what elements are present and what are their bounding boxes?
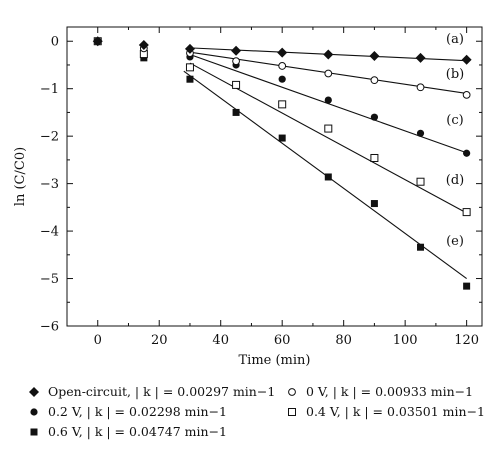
curve-label: (a) (446, 32, 464, 47)
data-point-series-1 (138, 40, 149, 51)
y-tick-label: −6 (40, 320, 59, 335)
x-tick-label: 0 (94, 333, 102, 348)
y-tick-label: −4 (40, 225, 59, 240)
curve-labels: (a) (b) (c) (d) (e) (446, 32, 464, 249)
legend-marker (30, 407, 38, 416)
data-point-series-5 (232, 108, 240, 116)
data-point-series-1 (184, 43, 195, 54)
legend-label: 0.2 V, | k | = 0.02298 min−1 (48, 404, 227, 419)
data-point-series-4 (324, 124, 333, 133)
legend: Open-circuit, | k | = 0.00297 min−1 0 V, … (28, 384, 498, 464)
data-point-series-5 (186, 75, 194, 83)
data-point-series-2 (416, 83, 425, 92)
data-point-series-4 (278, 100, 287, 109)
x-tick-label: 40 (212, 333, 229, 348)
data-point-series-1 (92, 36, 103, 47)
data-point-series-5 (417, 243, 425, 251)
legend-label: Open-circuit, | k | = 0.00297 min−1 (48, 384, 276, 399)
data-point-series-1 (415, 52, 426, 63)
data-point-series-3 (324, 96, 332, 104)
legend-marker (288, 407, 296, 416)
legend-marker-icon (288, 407, 296, 416)
data-point-series-2 (278, 62, 287, 70)
legend-marker (288, 387, 296, 396)
legend-marker (30, 428, 38, 435)
legend-marker-icon (288, 387, 296, 396)
axis-ticks: 0 20 40 60 80 100 120 0 −1 −2 −3 −4 −5 −6 (40, 27, 482, 348)
plot-border (66, 26, 483, 327)
data-point-series-1 (369, 50, 380, 61)
data-point-series-2 (462, 90, 471, 99)
data-point-series-4 (462, 208, 471, 217)
y-tick-label: 0 (51, 35, 59, 50)
data-point-series-4 (416, 177, 425, 186)
legend-item: 0 V, | k | = 0.00933 min−1 (286, 384, 473, 399)
curve-label: (c) (446, 113, 463, 128)
data-point-series-3 (278, 75, 286, 83)
data-point-series-2 (232, 57, 240, 66)
curve-label: (b) (446, 67, 464, 82)
legend-label: 0 V, | k | = 0.00933 min−1 (306, 384, 474, 399)
data-point-series-1 (277, 47, 288, 58)
data-point-series-3 (370, 113, 379, 121)
x-tick-label: 80 (335, 333, 352, 348)
y-tick-label: −5 (40, 272, 59, 287)
data-points (92, 36, 472, 290)
plot-frame (66, 26, 483, 327)
y-tick-label: −1 (40, 82, 59, 97)
data-point-series-2 (370, 76, 379, 85)
chart: 0 20 40 60 80 100 120 0 −1 −2 −3 −4 −5 −6 (a) (b) (c) (d… (13, 26, 483, 368)
data-point-series-4 (370, 153, 379, 162)
y-tick-label: −2 (40, 130, 59, 145)
x-tick-label: 100 (393, 333, 418, 348)
curve-label: (d) (446, 173, 464, 188)
data-point-series-5 (370, 200, 378, 208)
legend-marker-icon (30, 407, 38, 416)
fit-lines (183, 47, 467, 279)
legend-item: Open-circuit, | k | = 0.00297 min−1 (28, 384, 275, 399)
curve-label: (e) (446, 234, 464, 249)
data-point-series-2 (324, 69, 333, 78)
data-point-series-1 (323, 49, 334, 60)
legend-marker (29, 386, 39, 397)
legend-label: 0.4 V, | k | = 0.03501 min−1 (306, 404, 485, 419)
legend-marker-icon (29, 386, 39, 397)
legend-item: 0.2 V, | k | = 0.02298 min−1 (28, 404, 227, 419)
data-point-series-1 (231, 45, 242, 56)
y-axis-title: ln (C/C0) (13, 147, 28, 206)
x-tick-label: 20 (151, 333, 168, 348)
legend-item: 0.4 V, | k | = 0.03501 min−1 (286, 404, 485, 419)
data-point-series-4 (185, 63, 194, 72)
data-point-series-5 (324, 173, 332, 181)
legend-label: 0.6 V, | k | = 0.04747 min−1 (48, 424, 227, 439)
y-tick-label: −3 (40, 177, 59, 192)
data-point-series-5 (463, 282, 471, 290)
x-axis-title: Time (min) (239, 353, 311, 368)
x-tick-label: 60 (274, 333, 291, 348)
legend-item: 0.6 V, | k | = 0.04747 min−1 (28, 424, 227, 439)
x-tick-label: 120 (454, 333, 479, 348)
data-point-series-3 (416, 129, 425, 137)
data-point-series-5 (278, 134, 286, 142)
data-point-series-3 (463, 149, 471, 157)
data-point-series-1 (461, 54, 472, 65)
legend-marker-icon (30, 428, 38, 435)
data-point-series-4 (232, 80, 241, 89)
